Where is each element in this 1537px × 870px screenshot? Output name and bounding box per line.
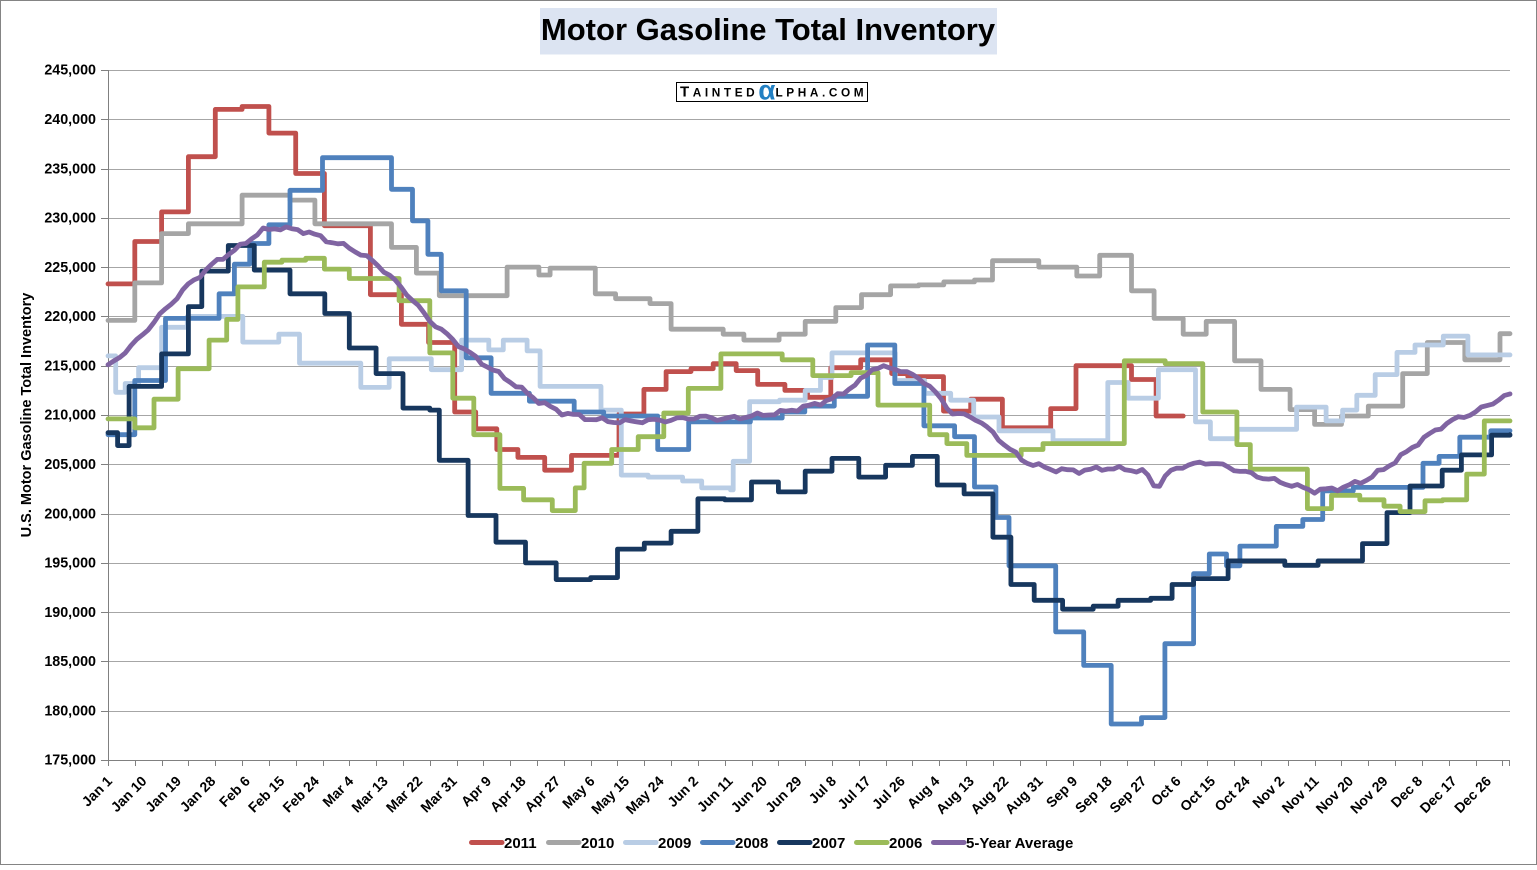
svg-text:2009: 2009 bbox=[658, 835, 691, 852]
svg-text:2007: 2007 bbox=[812, 835, 845, 852]
svg-text:5-Year Average: 5-Year Average bbox=[966, 835, 1073, 852]
svg-text:240,000: 240,000 bbox=[44, 112, 96, 128]
svg-text:2008: 2008 bbox=[735, 835, 768, 852]
svg-text:185,000: 185,000 bbox=[44, 654, 96, 670]
svg-text:210,000: 210,000 bbox=[44, 408, 96, 424]
svg-text:200,000: 200,000 bbox=[44, 506, 96, 522]
svg-text:190,000: 190,000 bbox=[44, 605, 96, 621]
svg-text:195,000: 195,000 bbox=[44, 556, 96, 572]
svg-text:230,000: 230,000 bbox=[44, 211, 96, 227]
svg-text:Motor Gasoline Total Inventory: Motor Gasoline Total Inventory bbox=[541, 12, 996, 47]
svg-text:2010: 2010 bbox=[581, 835, 614, 852]
svg-text:225,000: 225,000 bbox=[44, 260, 96, 276]
svg-text:175,000: 175,000 bbox=[44, 753, 96, 769]
svg-text:220,000: 220,000 bbox=[44, 309, 96, 325]
svg-text:205,000: 205,000 bbox=[44, 457, 96, 473]
svg-text:180,000: 180,000 bbox=[44, 703, 96, 719]
svg-text:2006: 2006 bbox=[889, 835, 922, 852]
svg-text:2011: 2011 bbox=[504, 835, 537, 852]
svg-text:235,000: 235,000 bbox=[44, 161, 96, 177]
svg-text:U.S. Motor Gasoline Total Inve: U.S. Motor Gasoline Total Inventory bbox=[19, 293, 35, 538]
svg-text:245,000: 245,000 bbox=[44, 63, 96, 79]
svg-text:215,000: 215,000 bbox=[44, 358, 96, 374]
